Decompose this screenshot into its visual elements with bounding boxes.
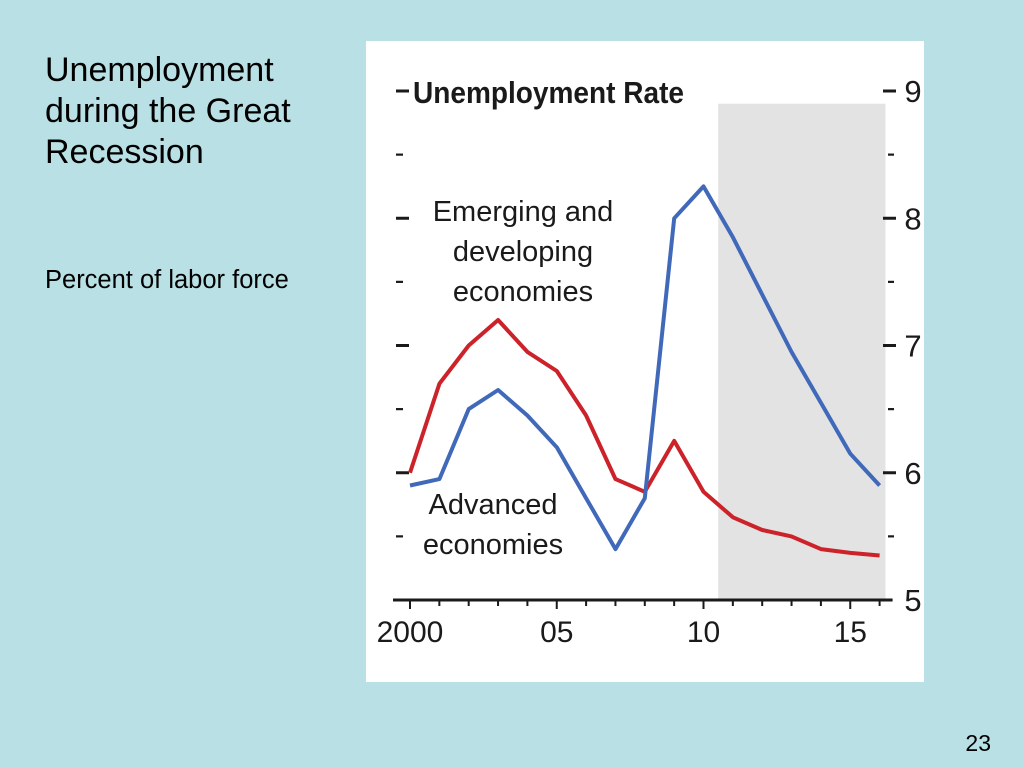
- series-label-advanced: Advanced economies: [422, 489, 564, 561]
- projection-shade: [718, 103, 886, 600]
- x-tick-label-10: 10: [687, 616, 720, 649]
- x-tick-label-15: 15: [834, 616, 867, 649]
- x-tick-label-2000: 2000: [377, 616, 444, 649]
- chart-title: Unemployment Rate: [413, 75, 684, 110]
- axes-layer: [393, 89, 896, 609]
- y-tick-label-7: 7: [904, 329, 921, 364]
- series-layer: [408, 184, 882, 558]
- slide-title: Unemployment during the Great Recession: [45, 51, 291, 171]
- y-tick-label-6: 6: [904, 456, 921, 491]
- series-label-emerging: Emerging and developing economies: [432, 196, 614, 308]
- y-tick-label-9: 9: [904, 74, 921, 109]
- y-tick-label-5: 5: [904, 583, 921, 618]
- unemployment-rate-chart: 9 8 7 6 5 2000 05 10 15 Unemployment Rate: [377, 74, 922, 649]
- slide-subtitle: Percent of labor force: [45, 266, 289, 294]
- x-tick-label-05: 05: [540, 616, 573, 649]
- y-tick-label-8: 8: [904, 201, 921, 236]
- page-number: 23: [965, 730, 991, 756]
- tick-labels-layer: 9 8 7 6 5 2000 05 10 15: [377, 74, 922, 649]
- series-line-advanced-economies: [409, 184, 882, 552]
- chart-panel: 9 8 7 6 5 2000 05 10 15 Unemployment Rate Emergi…: [366, 41, 924, 682]
